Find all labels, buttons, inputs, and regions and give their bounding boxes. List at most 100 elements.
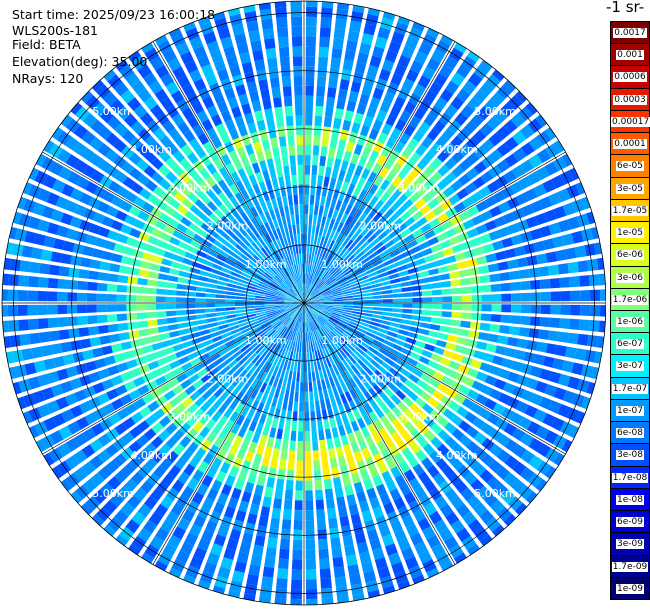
beta-gate [216, 361, 227, 371]
beta-gate [111, 375, 124, 386]
beta-gate [501, 237, 514, 248]
beta-gate [311, 420, 317, 432]
beta-gate [418, 241, 430, 250]
beta-gate [495, 250, 507, 261]
beta-gate [287, 460, 295, 471]
beta-gate [102, 403, 116, 416]
beta-gate [212, 171, 223, 183]
beta-gate [252, 328, 263, 335]
beta-gate [273, 263, 281, 273]
beta-gate [345, 357, 354, 367]
beta-gate [409, 326, 420, 333]
beta-gate [289, 276, 295, 286]
beta-gate [224, 87, 236, 100]
beta-gate [293, 529, 303, 540]
beta-gate [212, 335, 223, 343]
beta-gate [344, 391, 353, 402]
beta-gate [49, 105, 65, 122]
beta-gate [414, 340, 426, 349]
beta-gate [193, 363, 205, 373]
beta-gate [277, 336, 284, 346]
beta-gate [338, 425, 346, 437]
beta-gate [250, 206, 259, 218]
beta-gate [584, 414, 599, 430]
beta-gate [283, 429, 290, 441]
beta-gate [402, 308, 413, 314]
beta-gate [427, 360, 439, 370]
beta-gate [462, 397, 475, 410]
beta-gate [300, 283, 303, 294]
beta-gate [334, 272, 344, 280]
beta-gate [32, 202, 46, 216]
beta-gate [357, 327, 367, 334]
beta-gate [353, 247, 363, 257]
beta-gate [278, 176, 285, 187]
beta-gate [321, 597, 334, 605]
beta-gate [270, 457, 279, 469]
beta-gate [283, 246, 289, 257]
beta-gate [248, 231, 258, 242]
beta-gate [224, 241, 235, 251]
beta-gate [311, 308, 320, 316]
beta-gate [155, 199, 168, 211]
beta-gate [428, 377, 441, 389]
beta-gate [47, 317, 59, 328]
beta-gate [274, 438, 282, 450]
beta-gate [74, 389, 87, 402]
beta-gate [240, 200, 249, 212]
beta-gate [4, 191, 18, 207]
beta-gate [599, 305, 606, 317]
beta-gate [304, 303, 314, 305]
beta-gate [298, 421, 304, 432]
beta-gate [140, 112, 154, 126]
beta-gate [244, 333, 255, 341]
beta-gate [451, 295, 462, 302]
beta-gate [381, 219, 392, 230]
beta-gate [332, 364, 340, 375]
beta-gate [321, 136, 330, 147]
beta-gate [143, 96, 158, 111]
beta-gate [225, 310, 236, 315]
beta-gate [440, 395, 453, 407]
beta-gate [37, 219, 50, 233]
beta-gate [319, 155, 327, 167]
beta-gate [289, 340, 294, 351]
beta-gate [324, 488, 334, 500]
beta-gate [102, 190, 116, 203]
beta-gate [78, 502, 94, 518]
beta-gate [211, 183, 222, 195]
beta-gate [567, 216, 580, 230]
beta-gate [332, 268, 341, 277]
beta-gate [333, 255, 341, 265]
beta-gate [279, 271, 287, 280]
beta-gate [358, 155, 368, 168]
beta-gate [405, 337, 417, 345]
beta-gate [133, 104, 148, 119]
beta-gate [166, 450, 179, 464]
beta-gate [400, 589, 416, 603]
beta-gate [368, 207, 378, 219]
beta-gate [385, 479, 397, 492]
beta-gate [399, 110, 412, 123]
beta-gate [570, 146, 585, 163]
beta-gate [432, 303, 443, 310]
beta-gate [380, 320, 391, 326]
beta-gate [413, 509, 426, 523]
nrays-label: NRays: 120 [12, 71, 84, 86]
beta-gate [291, 341, 296, 352]
beta-gate [416, 264, 428, 272]
beta-gate [392, 293, 403, 298]
beta-gate [194, 396, 206, 407]
beta-gate [268, 220, 276, 231]
beta-gate [500, 489, 516, 504]
beta-gate [394, 474, 407, 488]
azimuth-spoke [303, 41, 456, 304]
beta-gate [232, 456, 243, 469]
beta-gate [430, 576, 446, 591]
beta-gate [176, 372, 188, 383]
beta-gate [335, 339, 344, 349]
beta-gate [149, 334, 161, 343]
beta-gate [24, 362, 37, 376]
beta-gate [404, 556, 419, 570]
beta-gate [485, 74, 501, 89]
